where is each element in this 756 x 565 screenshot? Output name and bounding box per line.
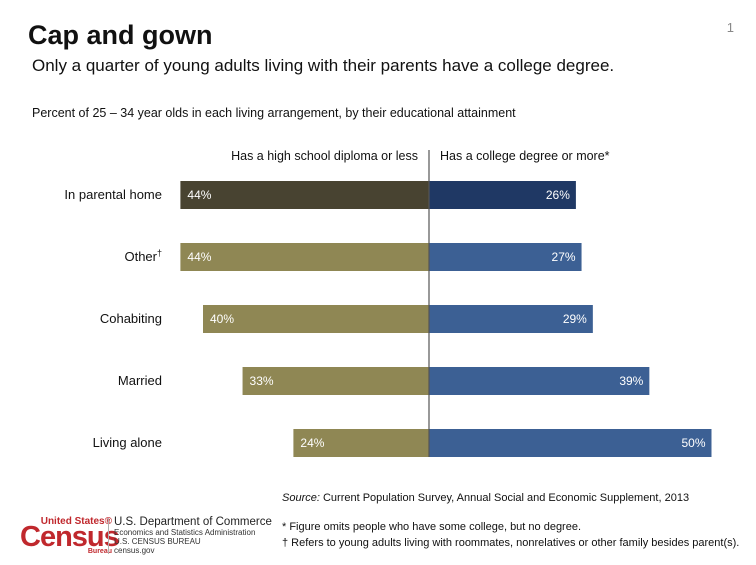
category-label: Married [118, 373, 162, 388]
logo-united-states: United States® [40, 516, 112, 527]
department-block: U.S. Department of Commerce Economics an… [114, 516, 272, 555]
bar-label-right: 29% [563, 312, 587, 326]
department-line-1: Economics and Statistics Administration [114, 528, 256, 537]
bar-left [242, 367, 429, 395]
bar-right [429, 429, 712, 457]
category-superscript: † [157, 248, 162, 258]
source-text: Current Population Survey, Annual Social… [322, 492, 690, 504]
department-line-3[interactable]: census.gov [114, 546, 155, 555]
bar-left [203, 305, 429, 333]
bar-label-right: 27% [552, 250, 576, 264]
footnote-dagger: † Refers to young adults living with roo… [282, 537, 740, 549]
bar-label-left: 44% [187, 188, 211, 202]
category-label: In parental home [64, 187, 162, 202]
chart-description: Percent of 25 – 34 year olds in each liv… [32, 106, 516, 120]
bar-right [429, 367, 650, 395]
category-label: Cohabiting [100, 311, 162, 326]
census-logo[interactable]: United States® Census Bureau [20, 516, 120, 555]
logo-bureau: Bureau [87, 548, 112, 555]
bar-label-left: 24% [300, 436, 324, 450]
bar-left [293, 429, 429, 457]
bar-label-left: 33% [250, 374, 274, 388]
page-subtitle: Only a quarter of young adults living wi… [32, 56, 615, 75]
diverging-bar-chart: In parental home 44% 26% Other† 44% 27% Cohabi… [64, 150, 712, 457]
series-header-right: Has a college degree or more* [440, 149, 610, 163]
bar-label-right: 39% [619, 374, 643, 388]
page-title: Cap and gown [28, 20, 213, 50]
department-name: U.S. Department of Commerce [114, 516, 272, 528]
logo-divider [108, 518, 109, 554]
bar-right [429, 305, 593, 333]
source-note: Source: Current Population Survey, Annua… [282, 492, 689, 504]
bar-label-left: 40% [210, 312, 234, 326]
bar-left [180, 181, 429, 209]
category-label: Other† [124, 248, 162, 264]
bar-label-left: 44% [187, 250, 211, 264]
bar-label-right: 50% [681, 436, 705, 450]
bar-right [429, 181, 576, 209]
category-label: Living alone [93, 435, 162, 450]
bar-right [429, 243, 582, 271]
series-header-left: Has a high school diploma or less [231, 149, 418, 163]
department-line-2: U.S. CENSUS BUREAU [114, 537, 201, 546]
footnote-asterisk: * Figure omits people who have some coll… [282, 521, 582, 533]
page-number: 1 [726, 20, 734, 35]
source-label: Source: [282, 492, 320, 504]
logo-census: Census [20, 521, 120, 553]
bar-label-right: 26% [546, 188, 570, 202]
bar-left [180, 243, 429, 271]
